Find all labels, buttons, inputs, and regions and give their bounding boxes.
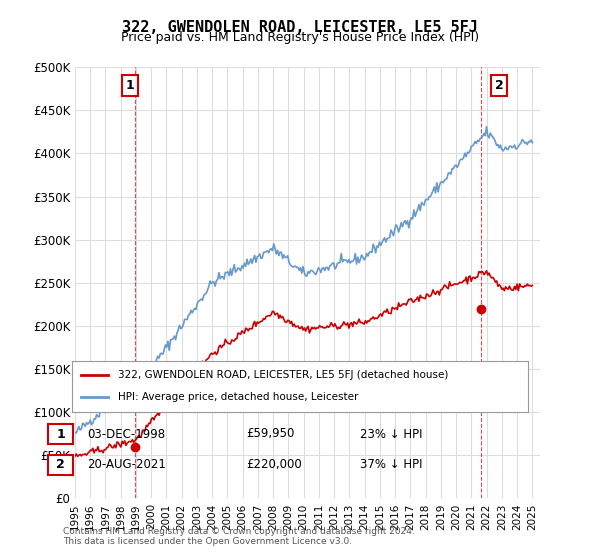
Text: 03-DEC-1998: 03-DEC-1998 xyxy=(87,427,165,441)
Text: 23% ↓ HPI: 23% ↓ HPI xyxy=(360,427,422,441)
Text: 1: 1 xyxy=(56,427,65,441)
Text: 322, GWENDOLEN ROAD, LEICESTER, LE5 5FJ: 322, GWENDOLEN ROAD, LEICESTER, LE5 5FJ xyxy=(122,20,478,35)
Text: 2: 2 xyxy=(495,79,503,92)
Text: 1: 1 xyxy=(126,79,134,92)
Text: £220,000: £220,000 xyxy=(246,458,302,472)
Text: £59,950: £59,950 xyxy=(246,427,295,441)
Text: Contains HM Land Registry data © Crown copyright and database right 2024.
This d: Contains HM Land Registry data © Crown c… xyxy=(63,526,415,546)
Text: 20-AUG-2021: 20-AUG-2021 xyxy=(87,458,166,472)
Text: 322, GWENDOLEN ROAD, LEICESTER, LE5 5FJ (detached house): 322, GWENDOLEN ROAD, LEICESTER, LE5 5FJ … xyxy=(118,370,448,380)
Text: 2: 2 xyxy=(56,458,65,472)
Text: Price paid vs. HM Land Registry's House Price Index (HPI): Price paid vs. HM Land Registry's House … xyxy=(121,31,479,44)
Text: 37% ↓ HPI: 37% ↓ HPI xyxy=(360,458,422,472)
Text: HPI: Average price, detached house, Leicester: HPI: Average price, detached house, Leic… xyxy=(118,393,358,403)
